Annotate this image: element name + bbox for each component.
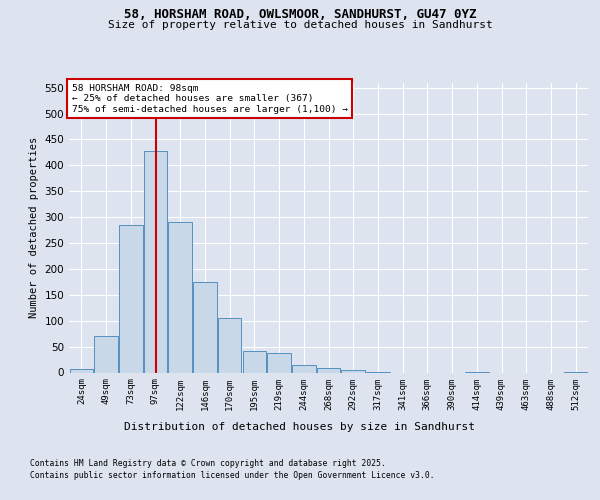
Bar (317, 368, 340, 372)
Bar (341, 370, 365, 372)
Text: Distribution of detached houses by size in Sandhurst: Distribution of detached houses by size … (125, 422, 476, 432)
Bar (292, 364, 316, 372)
Bar (193, 282, 217, 372)
Bar (94, 336, 118, 372)
Text: 58 HORSHAM ROAD: 98sqm
← 25% of detached houses are smaller (367)
75% of semi-de: 58 HORSHAM ROAD: 98sqm ← 25% of detached… (71, 84, 347, 114)
Text: 58, HORSHAM ROAD, OWLSMOOR, SANDHURST, GU47 0YZ: 58, HORSHAM ROAD, OWLSMOOR, SANDHURST, G… (124, 8, 476, 20)
Bar (70, 370, 93, 372)
Y-axis label: Number of detached properties: Number of detached properties (29, 137, 39, 318)
Text: Contains HM Land Registry data © Crown copyright and database right 2025.: Contains HM Land Registry data © Crown c… (30, 458, 386, 468)
Bar (218, 318, 241, 372)
Bar (144, 151, 167, 372)
Text: Contains public sector information licensed under the Open Government Licence v3: Contains public sector information licen… (30, 471, 434, 480)
Bar (242, 351, 266, 372)
Bar (268, 354, 291, 372)
Bar (169, 222, 192, 372)
Text: Size of property relative to detached houses in Sandhurst: Size of property relative to detached ho… (107, 20, 493, 30)
Bar (119, 225, 143, 372)
